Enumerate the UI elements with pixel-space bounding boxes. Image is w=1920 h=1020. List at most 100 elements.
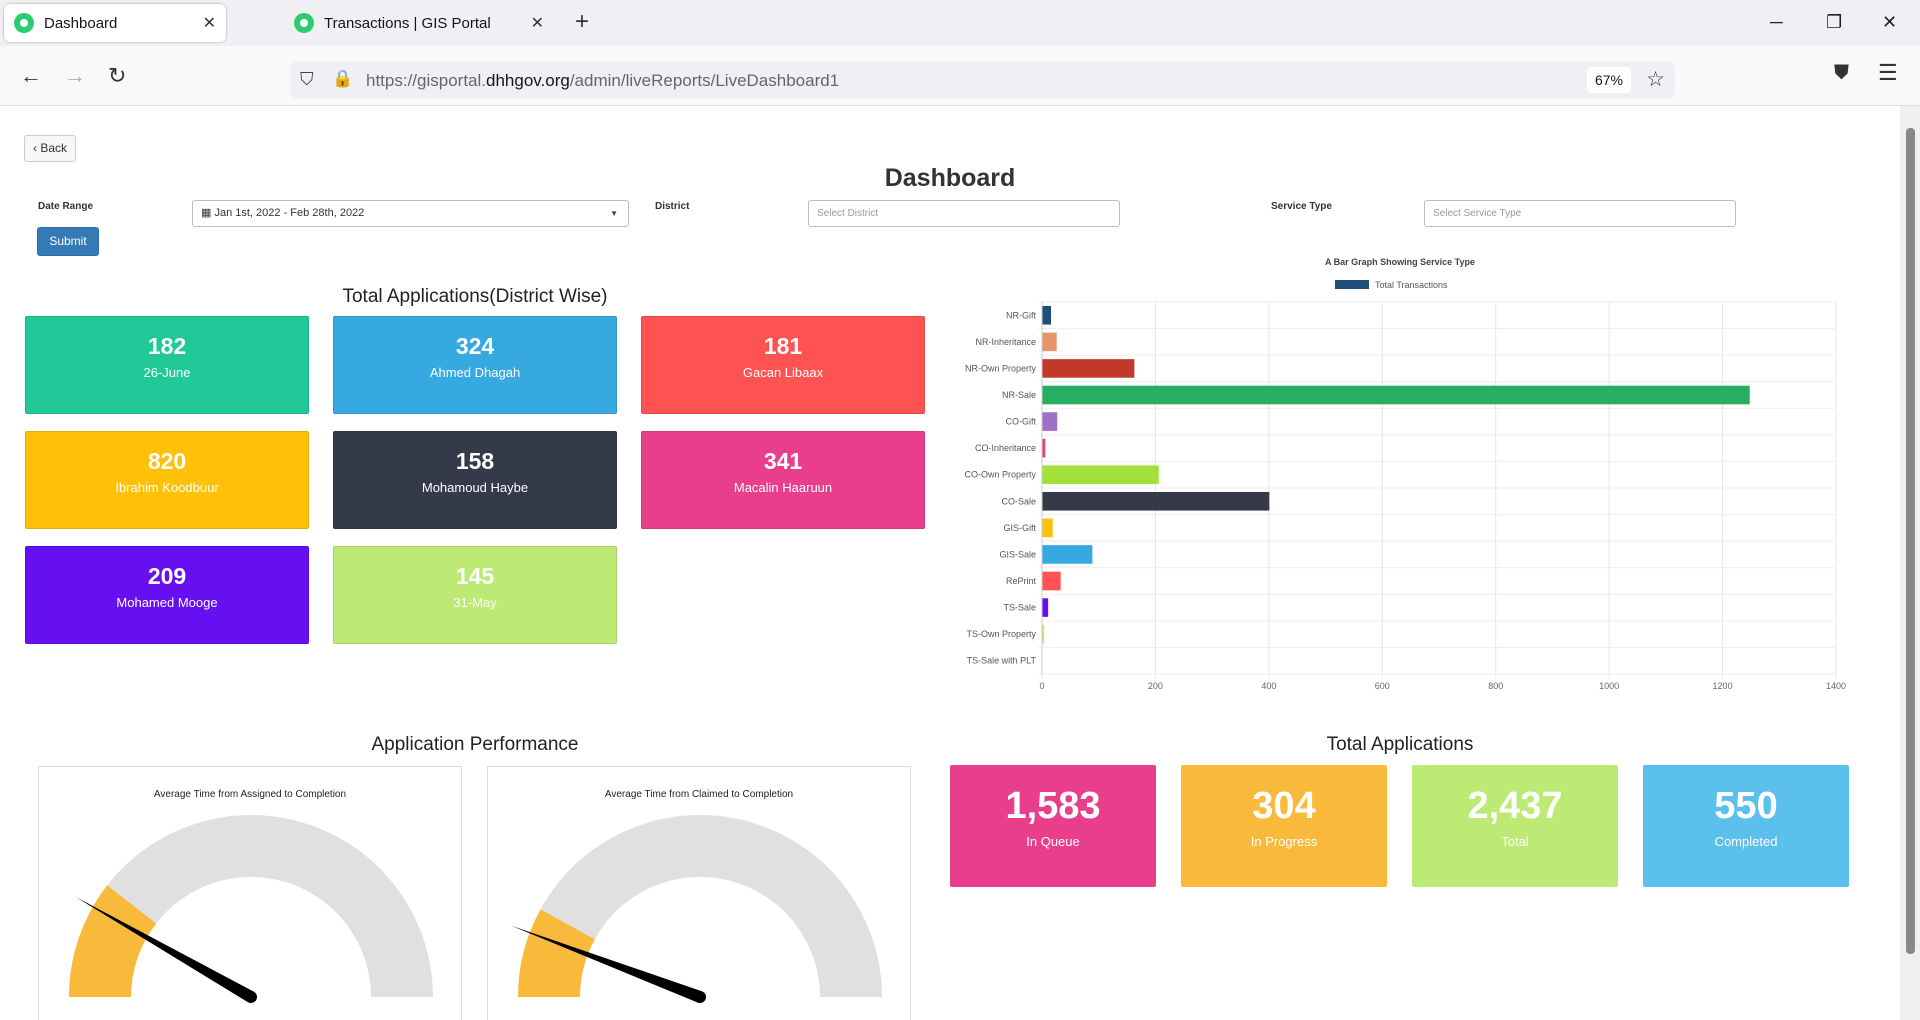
card-value: 820 [147,448,187,474]
card-label: Mohamoud Haybe [421,480,529,495]
gauge-fill [518,909,595,997]
total-card-total[interactable]: 2,437 Total [1412,765,1618,887]
gauge-track [518,815,882,997]
back-arrow-icon[interactable]: ← [20,63,42,88]
y-tick-label: NR-Sale [1002,390,1036,400]
zoom-level[interactable]: 67% [1586,67,1631,93]
y-tick-label: CO-Gift [1006,417,1037,427]
bar [1042,518,1053,538]
bar [1042,624,1045,644]
service-type-label: Service Type [1271,201,1332,212]
url-text[interactable]: https://gisportal.dhhgov.org/admin/liveR… [366,71,840,90]
gauge-title: Average Time from Claimed to Completion [604,789,794,800]
navigation-bar: ← → ↻ ⛉ 🔒 https://gisportal.dhhgov.org/a… [0,46,1920,106]
district-select[interactable]: Select District [808,200,1120,227]
pocket-icon[interactable]: ⛊ [1834,62,1849,84]
bar [1042,359,1135,378]
total-card-completed[interactable]: 550 Completed [1643,765,1849,887]
district-card[interactable]: 145 31-May [333,546,617,644]
gauge-chart [511,815,882,1003]
bar [1042,545,1093,564]
date-range-picker[interactable]: ▦ Jan 1st, 2022 - Feb 28th, 2022 ▼ [192,200,629,227]
gauge-needle [75,896,254,1003]
address-bar[interactable]: ⛉ 🔒 https://gisportal.dhhgov.org/admin/l… [290,62,1675,98]
y-tick-label: NR-Own Property [965,363,1037,373]
card-label: Ibrahim Koodbuur [115,480,219,495]
y-tick-label: NR-Gift [1006,310,1036,320]
bar [1042,465,1159,485]
site-favicon-icon [294,13,314,33]
x-tick-label: 200 [1148,681,1163,691]
gauge-needle [511,925,703,1003]
x-tick-label: 1400 [1826,681,1846,691]
x-tick-label: 600 [1375,681,1390,691]
performance-section-title: Application Performance [371,734,579,755]
close-tab-icon[interactable]: ✕ [202,15,216,32]
service-type-select[interactable]: Select Service Type [1424,200,1736,227]
bookmark-star-icon[interactable]: ☆ [1646,68,1665,91]
y-tick-label: TS-Sale [1003,603,1036,613]
gauge-chart [69,815,433,1003]
y-tick-label: CO-Inheritance [975,443,1036,453]
gauge-track [69,815,433,997]
tab-dashboard[interactable]: Dashboard ✕ [4,4,226,42]
card-label: In Progress [1250,834,1318,849]
shield-icon[interactable]: ⛉ [300,69,314,89]
card-value: 2,437 [1467,785,1563,827]
site-favicon-icon [14,13,34,33]
bar [1042,412,1058,431]
total-card-in-queue[interactable]: 1,583 In Queue [950,765,1156,887]
district-card[interactable]: 181 Gacan Libaax [641,316,925,414]
total-card-in-progress[interactable]: 304 In Progress [1181,765,1387,887]
lock-icon[interactable]: 🔒 [332,69,354,88]
y-tick-label: CO-Own Property [964,470,1036,480]
district-section-title: Total Applications(District Wise) [342,286,608,307]
page-content: ‹ Back Dashboard Date Range ▦ Jan 1st, 2… [0,106,1900,1020]
back-button[interactable]: ‹ Back [24,135,77,162]
tab-title: Transactions | GIS Portal [324,14,491,32]
y-tick-label: TS-Sale with PLT [967,656,1037,666]
bar [1042,438,1046,458]
page-title: Dashboard [884,164,1016,192]
district-card[interactable]: 820 Ibrahim Koodbuur [25,431,309,529]
gauge-title: Average Time from Assigned to Completion [153,789,347,800]
card-value: 209 [147,563,187,589]
service-type-bar-chart: A Bar Graph Showing Service Type Total Tr… [964,257,1846,691]
new-tab-icon[interactable]: + [575,8,590,35]
bar [1042,491,1270,511]
card-label: Ahmed Dhagah [429,365,521,380]
district-card[interactable]: 182 26-June [25,316,309,414]
card-label: 26-June [143,365,191,380]
tab-strip: Dashboard ✕ Transactions | GIS Portal ✕ … [0,0,1920,46]
district-label: District [655,201,690,212]
district-card[interactable]: 158 Mohamoud Haybe [333,431,617,529]
y-tick-label: RePrint [1006,576,1037,586]
district-card[interactable]: 341 Macalin Haaruun [641,431,925,529]
district-card[interactable]: 324 Ahmed Dhagah [333,316,617,414]
card-value: 324 [455,333,495,359]
hamburger-menu-icon[interactable]: ☰ [1878,60,1898,85]
card-label: Completed [1714,834,1778,849]
card-value: 158 [455,448,495,474]
reload-icon[interactable]: ↻ [108,63,127,88]
x-tick-label: 0 [1039,681,1044,691]
minimize-icon[interactable]: ─ [1770,12,1783,32]
card-value: 304 [1252,785,1316,827]
date-range-label: Date Range [38,201,94,212]
district-card[interactable]: 209 Mohamed Mooge [25,546,309,644]
legend-label: Total Transactions [1375,280,1448,290]
caret-down-icon: ▼ [610,209,618,218]
card-label: Gacan Libaax [742,365,824,380]
submit-button[interactable]: Submit [37,227,99,256]
restore-icon[interactable]: ❐ [1826,12,1843,32]
vertical-scrollbar[interactable] [1900,106,1920,1020]
tab-transactions[interactable]: Transactions | GIS Portal ✕ [284,4,554,42]
scrollbar-thumb[interactable] [1906,128,1915,954]
close-window-icon[interactable]: ✕ [1882,12,1898,32]
close-tab-icon[interactable]: ✕ [530,15,544,32]
gauge-needle-hub [245,991,257,1003]
card-value: 341 [763,448,803,474]
y-tick-label: GIS-Gift [1003,523,1036,533]
forward-arrow-icon[interactable]: → [64,63,86,88]
gauge-panel-assigned: Average Time from Assigned to Completion [38,766,462,1020]
